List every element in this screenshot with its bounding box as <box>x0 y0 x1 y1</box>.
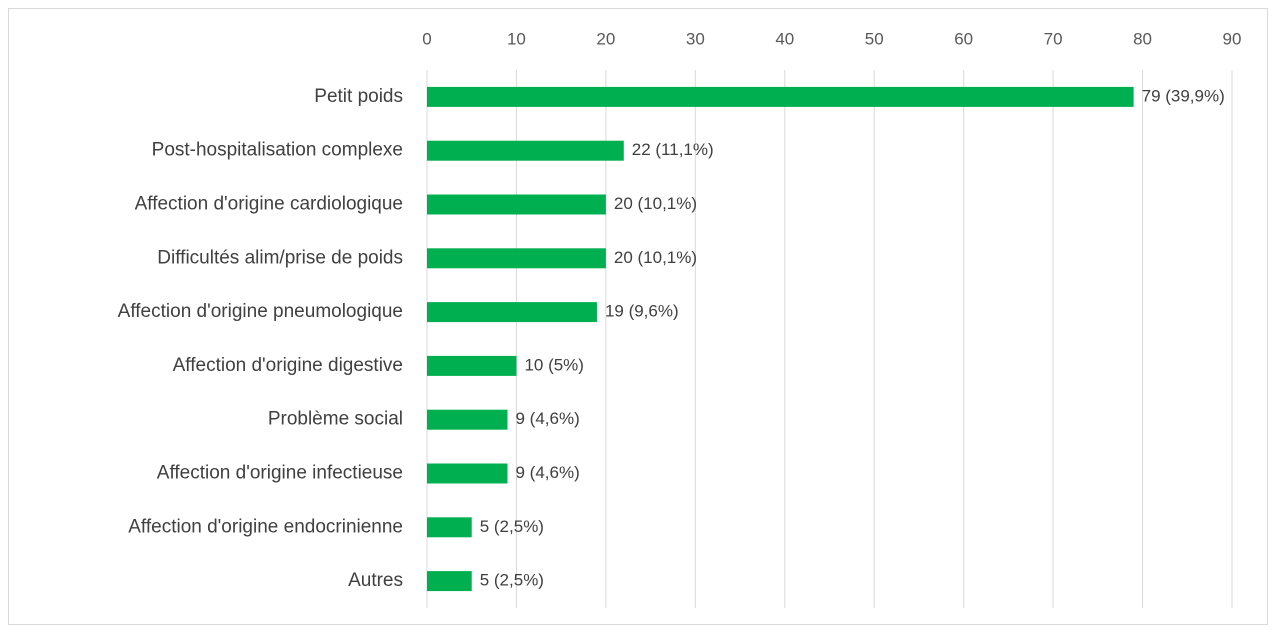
y-tick-label: Problème social <box>268 409 403 430</box>
bar <box>427 571 472 592</box>
bar <box>427 86 1134 107</box>
y-tick-label: Autres <box>348 570 403 591</box>
value-label: 9 (4,6%) <box>516 463 580 482</box>
value-label: 5 (2,5%) <box>480 517 544 536</box>
value-label: 5 (2,5%) <box>480 571 544 590</box>
x-tick-label: 30 <box>686 29 705 48</box>
y-tick-label: Difficultés alim/prise de poids <box>157 247 403 268</box>
bar <box>427 302 597 323</box>
chart-border <box>8 8 1268 625</box>
x-tick-label: 10 <box>507 29 526 48</box>
y-tick-label: Affection d'origine endocrinienne <box>128 516 403 537</box>
y-tick-label: Affection d'origine cardiologique <box>135 194 403 215</box>
x-tick-label: 50 <box>865 29 884 48</box>
x-tick-label: 70 <box>1044 29 1063 48</box>
y-tick-label: Affection d'origine digestive <box>173 355 403 376</box>
bar <box>427 463 508 484</box>
y-tick-label: Post-hospitalisation complexe <box>152 140 403 161</box>
value-label: 79 (39,9%) <box>1142 86 1225 105</box>
value-label: 19 (9,6%) <box>605 302 679 321</box>
x-tick-label: 90 <box>1223 29 1242 48</box>
bar <box>427 517 472 538</box>
x-tick-label: 40 <box>775 29 794 48</box>
value-label: 20 (10,1%) <box>614 194 697 213</box>
value-label: 9 (4,6%) <box>516 409 580 428</box>
value-label: 20 (10,1%) <box>614 248 697 267</box>
bar <box>427 355 517 376</box>
y-tick-label: Affection d'origine pneumologique <box>118 301 403 322</box>
bar <box>427 409 508 430</box>
bar <box>427 194 606 215</box>
x-tick-label: 20 <box>596 29 615 48</box>
y-tick-label: Petit poids <box>314 86 403 107</box>
x-tick-label: 60 <box>954 29 973 48</box>
y-tick-label: Affection d'origine infectieuse <box>157 463 403 484</box>
bar <box>427 140 624 161</box>
x-tick-label: 80 <box>1133 29 1152 48</box>
value-label: 22 (11,1%) <box>632 140 714 159</box>
value-label: 10 (5%) <box>524 355 584 374</box>
bar <box>427 248 606 269</box>
x-tick-label: 0 <box>422 29 431 48</box>
